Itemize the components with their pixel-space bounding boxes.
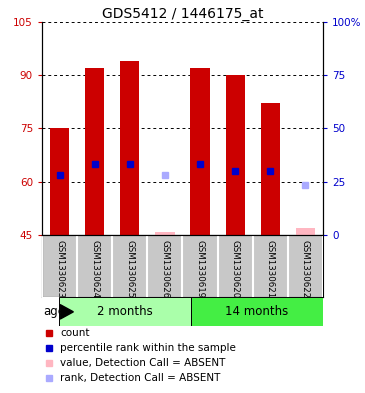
- Bar: [58, 298, 191, 326]
- Text: value, Detection Call = ABSENT: value, Detection Call = ABSENT: [60, 358, 226, 368]
- Text: GSM1330619: GSM1330619: [196, 240, 204, 298]
- Bar: [50, 129, 69, 235]
- Title: GDS5412 / 1446175_at: GDS5412 / 1446175_at: [102, 7, 263, 20]
- Text: GSM1330621: GSM1330621: [266, 240, 275, 298]
- Bar: [296, 228, 315, 235]
- Bar: [155, 231, 174, 235]
- Bar: [191, 298, 323, 326]
- Text: 14 months: 14 months: [225, 305, 288, 318]
- Text: GSM1330625: GSM1330625: [125, 240, 134, 298]
- Bar: [261, 103, 280, 235]
- Bar: [226, 75, 245, 235]
- Bar: [85, 68, 104, 235]
- Text: GSM1330622: GSM1330622: [301, 240, 310, 298]
- Text: GSM1330624: GSM1330624: [90, 240, 99, 298]
- Text: GSM1330620: GSM1330620: [231, 240, 240, 298]
- Text: percentile rank within the sample: percentile rank within the sample: [60, 343, 236, 353]
- Bar: [120, 61, 139, 235]
- Text: GSM1330626: GSM1330626: [161, 240, 169, 298]
- Polygon shape: [60, 305, 73, 319]
- Text: age: age: [43, 305, 65, 318]
- Text: 2 months: 2 months: [97, 305, 153, 318]
- Text: rank, Detection Call = ABSENT: rank, Detection Call = ABSENT: [60, 373, 220, 383]
- Bar: [191, 68, 210, 235]
- Text: count: count: [60, 328, 90, 338]
- Text: GSM1330623: GSM1330623: [55, 240, 64, 298]
